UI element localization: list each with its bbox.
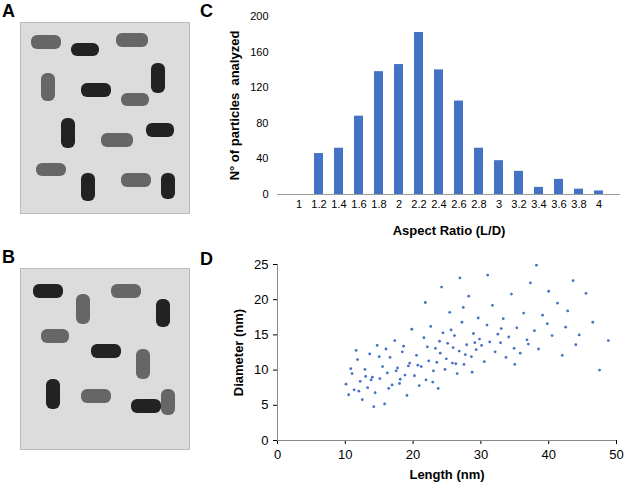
svg-text:1: 1 [296,198,302,210]
svg-text:20: 20 [254,292,268,307]
svg-text:3.8: 3.8 [571,198,586,210]
svg-text:30: 30 [474,447,488,462]
html-text:B: B [2,247,15,267]
svg-text:Diameter (nm): Diameter (nm) [231,309,246,396]
svg-text:25: 25 [254,257,268,272]
svg-text:10: 10 [338,447,352,462]
svg-text:1.6: 1.6 [351,198,366,210]
svg-text:3: 3 [496,198,502,210]
svg-text:N° of particles analyzed: N° of particles analyzed [227,31,242,181]
svg-text:5: 5 [261,397,268,412]
svg-text:1.2: 1.2 [311,198,326,210]
svg-text:120: 120 [250,81,268,93]
html-text:D: D [200,249,213,269]
svg-text:200: 200 [250,10,268,22]
svg-text:3.6: 3.6 [551,198,566,210]
svg-text:2: 2 [396,198,402,210]
svg-text:0: 0 [274,447,281,462]
svg-text:Aspect Ratio (L/D): Aspect Ratio (L/D) [393,223,506,238]
svg-text:80: 80 [256,117,268,129]
svg-text:Length (nm): Length (nm) [409,467,484,482]
svg-text:2.4: 2.4 [431,198,446,210]
svg-text:15: 15 [254,327,268,342]
svg-text:10: 10 [254,362,268,377]
svg-text:20: 20 [406,447,420,462]
svg-text:0: 0 [262,188,268,200]
svg-text:0: 0 [261,433,268,448]
svg-text:1.4: 1.4 [331,198,346,210]
svg-text:2.2: 2.2 [411,198,426,210]
svg-text:2.6: 2.6 [451,198,466,210]
svg-text:3.4: 3.4 [531,198,546,210]
svg-text:1.8: 1.8 [371,198,386,210]
html-text:C: C [200,1,213,21]
svg-text:40: 40 [256,152,268,164]
svg-text:40: 40 [541,447,555,462]
svg-text:50: 50 [609,447,623,462]
svg-text:160: 160 [250,46,268,58]
html-text:A: A [2,1,15,21]
svg-text:4: 4 [596,198,602,210]
svg-text:2.8: 2.8 [471,198,486,210]
svg-text:3.2: 3.2 [511,198,526,210]
